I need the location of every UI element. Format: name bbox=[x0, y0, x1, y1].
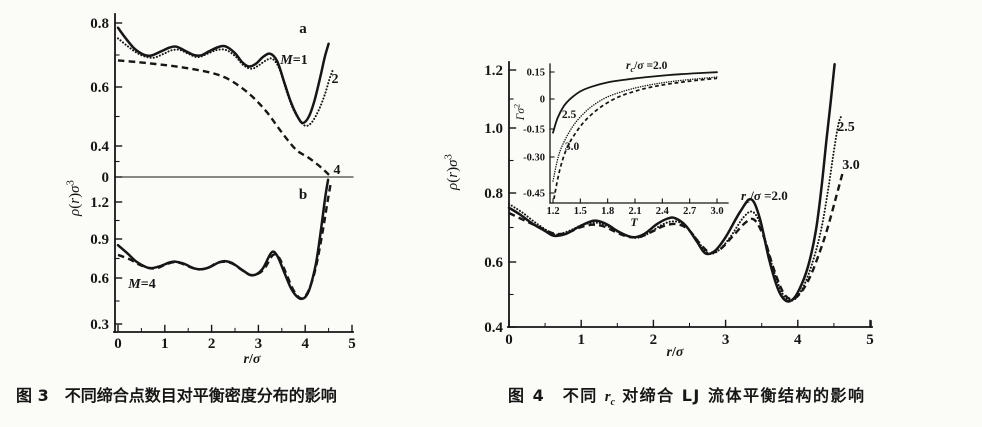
fig4-inset-series-i-rc25 bbox=[552, 76, 718, 182]
inset-y-tick-label: 0.15 bbox=[527, 68, 545, 79]
curve-label: 2 bbox=[332, 72, 339, 87]
y-tick-label: 0 bbox=[102, 170, 110, 186]
inset-y-tick-label: -0.30 bbox=[523, 153, 545, 164]
x-tick-label: 4 bbox=[794, 332, 802, 348]
y-tick-label: 0.6 bbox=[90, 80, 109, 96]
x-tick-label: 1 bbox=[161, 336, 169, 352]
fig4-x-axis-label: r/σ bbox=[667, 345, 684, 360]
x-tick-label: 2 bbox=[208, 336, 216, 352]
fig4-series-rc25 bbox=[508, 115, 843, 302]
y-tick-label: 0.4 bbox=[484, 320, 503, 336]
curve-label: a bbox=[299, 21, 307, 37]
inset-y-tick-label: 0 bbox=[540, 95, 545, 106]
fig3-series-m4 bbox=[117, 59, 333, 178]
y-tick-label: 0.9 bbox=[90, 232, 109, 248]
inset-x-tick-label: 3.0 bbox=[710, 206, 723, 217]
x-tick-label: 3 bbox=[255, 336, 263, 352]
fig4-series-rc20 bbox=[507, 62, 836, 303]
figure4-caption-pre: 图 4 不同 bbox=[508, 386, 605, 405]
curve-label: 2.5 bbox=[562, 109, 577, 121]
y-tick-label: 0.4 bbox=[90, 139, 109, 155]
inset-y-tick-label: -0.45 bbox=[523, 189, 545, 200]
curve-label: 4 bbox=[334, 163, 341, 178]
inset-x-tick-label: 1.2 bbox=[546, 206, 559, 217]
x-tick-label: 0 bbox=[114, 336, 122, 352]
figure4-caption: 图 4 不同 rc 对缔合 LJ 流体平衡结构的影响 bbox=[508, 382, 865, 408]
x-tick-label: 4 bbox=[301, 336, 309, 352]
figure3-caption: 图 3 不同缔合点数目对平衡密度分布的影响 bbox=[16, 382, 337, 406]
curve-label: rc/σ =2.0 bbox=[626, 60, 668, 74]
x-tick-label: 5 bbox=[348, 336, 356, 352]
x-tick-label: 5 bbox=[866, 332, 874, 348]
figure4-chart: 0 1 2 3 4 5 1.2 1.0 0.8 0.6 0.4 rc/σ =2.0 2.5 3.0 r/σ ρ… bbox=[442, 60, 873, 360]
curve-label: M=4 bbox=[127, 277, 155, 292]
figure4-caption-post: 对缔合 LJ 流体平衡结构的影响 bbox=[615, 386, 866, 405]
fig4-series-rc30 bbox=[508, 169, 845, 301]
fig3-panel-a: 0.8 0.6 0.4 0 a M=1 2 4 bbox=[90, 16, 340, 186]
curve-label: 2.5 bbox=[837, 120, 855, 135]
y-tick-label: 0.8 bbox=[484, 186, 503, 202]
y-tick-label: 0.3 bbox=[90, 317, 109, 333]
x-tick-label: 0 bbox=[505, 332, 513, 348]
inset-x-tick-label: 2.7 bbox=[683, 206, 696, 217]
y-tick-label: 0.6 bbox=[484, 255, 503, 271]
fig3-series-m2 bbox=[117, 37, 335, 127]
y-tick-label: 0.8 bbox=[90, 16, 109, 32]
x-tick-label: 3 bbox=[722, 332, 730, 348]
curve-label: b bbox=[299, 187, 307, 203]
inset-x-tick-label: 1.8 bbox=[601, 206, 614, 217]
figure3-chart: 0 1 2 3 4 5 0.8 0.6 0.4 0 a M=1 2 4 1.2 0.9 0.6 0.3 b M=4 r/… bbox=[64, 13, 356, 367]
fig3-x-axis-label: r/σ bbox=[244, 352, 261, 367]
y-tick-label: 0.6 bbox=[90, 271, 109, 287]
curve-label: 3.0 bbox=[842, 158, 860, 173]
curve-label: rc/σ =2.0 bbox=[741, 188, 788, 206]
fig4-inset-series-i-rc20 bbox=[552, 71, 718, 134]
curve-label: M=1 bbox=[279, 53, 307, 68]
x-tick-label: 2 bbox=[650, 332, 658, 348]
figure3-caption-text: 图 3 不同缔合点数目对平衡密度分布的影响 bbox=[16, 386, 337, 405]
y-tick-label: 1.0 bbox=[484, 121, 503, 137]
inset-x-tick-label: 2.4 bbox=[656, 206, 670, 217]
curve-label: 3.0 bbox=[565, 141, 580, 153]
y-tick-label: 1.2 bbox=[90, 195, 109, 211]
fig3-y-axis-label: ρ(r)σ3 bbox=[64, 180, 83, 217]
figure4-caption-rc-var: r bbox=[604, 389, 611, 405]
inset-x-axis-label: T bbox=[630, 215, 638, 229]
fig4-inset-series-i-rc30 bbox=[553, 77, 718, 200]
fig3-panel-b: 1.2 0.9 0.6 0.3 b M=4 bbox=[90, 178, 332, 333]
inset-x-tick-label: 1.5 bbox=[574, 206, 587, 217]
x-tick-label: 1 bbox=[577, 332, 585, 348]
inset-y-tick-label: -0.15 bbox=[523, 125, 545, 136]
fig4-y-axis-label: ρ(r)σ3 bbox=[442, 154, 461, 191]
fig3-series-m1 bbox=[116, 26, 330, 125]
figure4-caption-rc-sub: c bbox=[610, 397, 616, 409]
fig4-inset-chart: 1.2 1.5 1.8 2.1 2.4 2.7 3.0 0.15 0 -0.15 -0.30 -0.4… bbox=[513, 60, 729, 229]
y-tick-label: 1.2 bbox=[484, 63, 503, 79]
inset-y-axis-label: Γσ2 bbox=[513, 104, 527, 121]
fig3-series-b-dashed bbox=[117, 184, 332, 300]
inset-x-tick-label: 2.1 bbox=[628, 206, 641, 217]
